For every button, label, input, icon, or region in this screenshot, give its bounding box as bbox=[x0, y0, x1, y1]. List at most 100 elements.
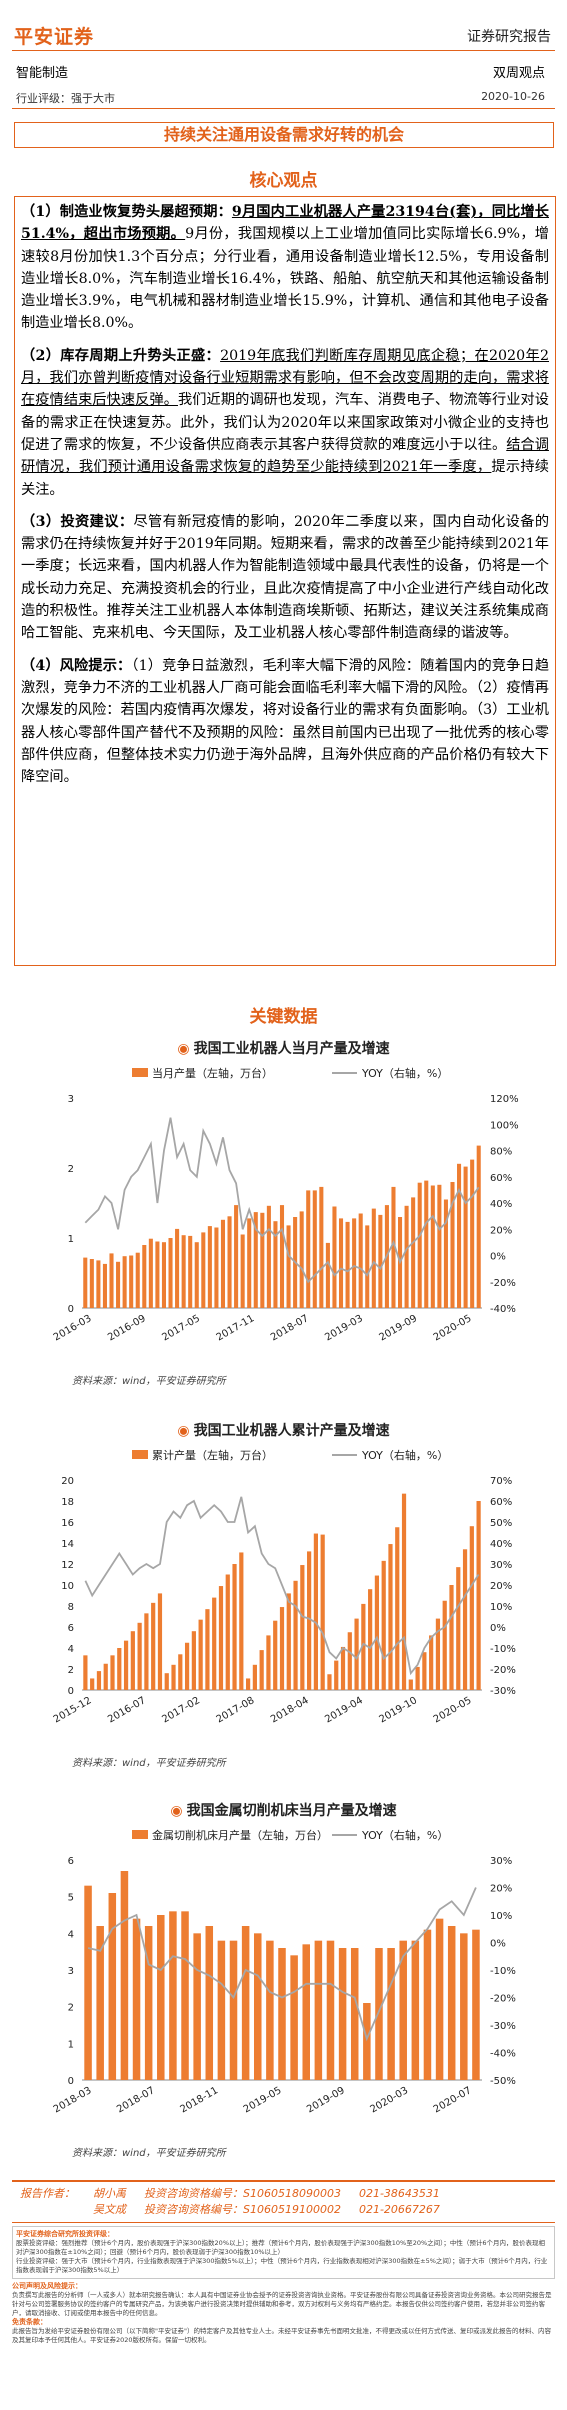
legend-label: YOY（右轴，%） bbox=[361, 1448, 448, 1462]
bar bbox=[472, 1929, 480, 2080]
left-tick-label: 14 bbox=[61, 1539, 74, 1550]
x-tick-label: 2019-09 bbox=[378, 1313, 420, 1343]
right-tick-label: -30% bbox=[490, 1686, 516, 1697]
chart-2-title-text: 我国工业机器人累计产量及增速 bbox=[193, 1423, 390, 1439]
bar bbox=[117, 1648, 122, 1690]
right-tick-label: -20% bbox=[490, 1994, 516, 2005]
disclaimer-heading: 免责条款： bbox=[12, 2318, 47, 2326]
para-1-highlight: 9月国内工业机器人产量23194台(套)，同比增长51.4%，超出市场预期。 bbox=[21, 204, 549, 243]
bar bbox=[442, 1600, 447, 1690]
para-2-end: 提示持续关注。 bbox=[21, 459, 549, 498]
bar bbox=[135, 1252, 140, 1308]
report-type: 证券研究报告 bbox=[467, 29, 551, 45]
analyst-cert: 投资咨询资格编号：S1060518090003 bbox=[144, 2187, 341, 2200]
bar bbox=[260, 1212, 265, 1308]
bar bbox=[358, 1213, 363, 1308]
para-2-body: 我们近期的调研也发现，汽车、消费电子、物流等行业对设备的需求正在快速复苏。此外，… bbox=[21, 392, 549, 453]
bar bbox=[290, 1955, 298, 2080]
bar bbox=[198, 1619, 203, 1690]
bar bbox=[168, 1238, 173, 1308]
bar bbox=[201, 1232, 206, 1308]
bar bbox=[89, 1259, 94, 1308]
bar bbox=[447, 1926, 456, 2080]
bar bbox=[96, 1671, 102, 1690]
right-tick-label: -10% bbox=[490, 1644, 516, 1655]
x-tick-label: 2018-11 bbox=[178, 2085, 220, 2115]
chart-3-svg: 金属切削机床月产量（左轴，万台） YOY（右轴，%） 0 1 2 3 4 5 6 -50% -40%… bbox=[52, 1828, 516, 2115]
bar bbox=[252, 1664, 257, 1690]
bar bbox=[239, 1552, 244, 1690]
bar bbox=[368, 1589, 373, 1690]
bar bbox=[352, 1218, 357, 1308]
bar bbox=[232, 1564, 237, 1690]
para-2-head: （2）库存周期上升势头正盛： bbox=[21, 347, 221, 364]
chart-2: ◉ 我国工业机器人累计产量及增速 累计产量（左轴，万台） YOY（右轴，%） 0 2 4 6… bbox=[12, 1420, 555, 1769]
bar bbox=[365, 1225, 370, 1308]
right-tick-label: 80% bbox=[490, 1147, 512, 1158]
bar bbox=[171, 1664, 176, 1690]
left-tick-label: 1 bbox=[68, 2039, 74, 2050]
bar bbox=[279, 1205, 285, 1308]
left-tick-label: 2 bbox=[68, 2003, 74, 2014]
right-tick-label: -10% bbox=[490, 1966, 516, 1977]
disclaimer-statement: 负责撰写此报告的分析师（一人或多人）就本研究报告确认：本人具有中国证券业协会授予… bbox=[12, 2291, 552, 2317]
x-tick-label: 2018-03 bbox=[52, 2085, 94, 2115]
bar bbox=[286, 1225, 291, 1308]
bar bbox=[194, 1242, 199, 1308]
bar bbox=[212, 1597, 217, 1690]
x-tick-label: 2020-03 bbox=[368, 2085, 410, 2115]
analyst-phone: 021-20667267 bbox=[358, 2203, 440, 2216]
bar bbox=[116, 1261, 121, 1308]
bar bbox=[84, 1885, 92, 2080]
para-3-head: （3）投资建议： bbox=[21, 513, 134, 530]
bar bbox=[435, 1918, 444, 2080]
bar bbox=[469, 1526, 474, 1690]
chart-2-svg: 累计产量（左轴，万台） YOY（右轴，%） 0 2 4 6 8 10 12 14 16 18 20 -30… bbox=[52, 1448, 516, 1725]
x-tick-label: 2018-07 bbox=[115, 2085, 157, 2115]
bar bbox=[157, 1593, 163, 1690]
bar bbox=[175, 1228, 180, 1308]
right-tick-label: 120% bbox=[490, 1094, 519, 1105]
bar bbox=[181, 1235, 186, 1308]
left-tick-label: 3 bbox=[68, 1966, 74, 1977]
bar bbox=[96, 1260, 101, 1308]
bar bbox=[312, 1190, 317, 1308]
bar bbox=[102, 1263, 107, 1308]
bar bbox=[350, 1948, 359, 2080]
left-tick-label: 3 bbox=[68, 1094, 74, 1105]
core-para-2: （2）库存周期上升势头正盛：2019年底我们判断库存周期见底企稳；在2020年2… bbox=[21, 345, 549, 501]
bar bbox=[395, 1527, 400, 1690]
left-tick-label: 16 bbox=[61, 1518, 74, 1529]
chart-3: ◉ 我国金属切削机床当月产量及增速 金属切削机床月产量（左轴，万台） YOY（右轴，… bbox=[12, 1800, 555, 2159]
core-para-4: （4）风险提示：（1）竞争日益激烈，毛利率大幅下滑的风险：随着国内的竞争日趋激烈… bbox=[21, 655, 549, 789]
para-2-highlight: 2019年底我们判断库存周期见底企稳；在2020年2月，我们亦曾判断疫情对设备行… bbox=[21, 347, 549, 409]
core-para-3: （3）投资建议：尽管有新冠疫情的影响，2020年二季度以来，国内自动化设备的需求… bbox=[21, 511, 549, 645]
para-2-highlight-2: 结合调研情况，我们预计通用设备需求恢复的趋势至少能持续到2021年一季度， bbox=[21, 436, 549, 476]
left-tick-label: 1 bbox=[68, 1234, 74, 1245]
bar bbox=[299, 1211, 304, 1308]
bar bbox=[246, 1678, 251, 1690]
bar bbox=[456, 1567, 461, 1690]
left-tick-label: 4 bbox=[68, 1644, 74, 1655]
bar bbox=[354, 1618, 359, 1690]
disclaimer: 平安证券综合研究所投资评级： 股票投资评级：强烈推荐（预计6个月内，股价表现强于… bbox=[12, 2226, 555, 2345]
bar bbox=[338, 1948, 347, 2080]
brand-logo: 平安证券 bbox=[14, 26, 95, 48]
bar bbox=[415, 1666, 420, 1690]
analyst-row: 报告作者： 胡小禹 投资咨询资格编号：S1060518090003 021-38… bbox=[12, 2186, 555, 2202]
bar bbox=[430, 1185, 435, 1308]
right-tick-label: -50% bbox=[490, 2076, 516, 2087]
para-1-head: （1）制造业恢复势头屡超预期： bbox=[21, 204, 232, 220]
bar bbox=[130, 1631, 135, 1690]
legend-swatch-bar bbox=[132, 1830, 148, 1839]
disclaimer-terms: 此报告旨为发给平安证券股份有限公司（以下简称"平安证券"）的特定客户及其他专业人… bbox=[12, 2327, 551, 2344]
bar bbox=[108, 1893, 117, 2080]
bar bbox=[181, 1911, 189, 2080]
bar bbox=[164, 1673, 169, 1690]
bar bbox=[109, 1253, 114, 1308]
bar bbox=[327, 1674, 332, 1690]
bar bbox=[142, 1245, 147, 1308]
bar bbox=[225, 1574, 230, 1690]
bar bbox=[340, 1646, 346, 1690]
right-tick-label: 0% bbox=[490, 1939, 506, 1950]
